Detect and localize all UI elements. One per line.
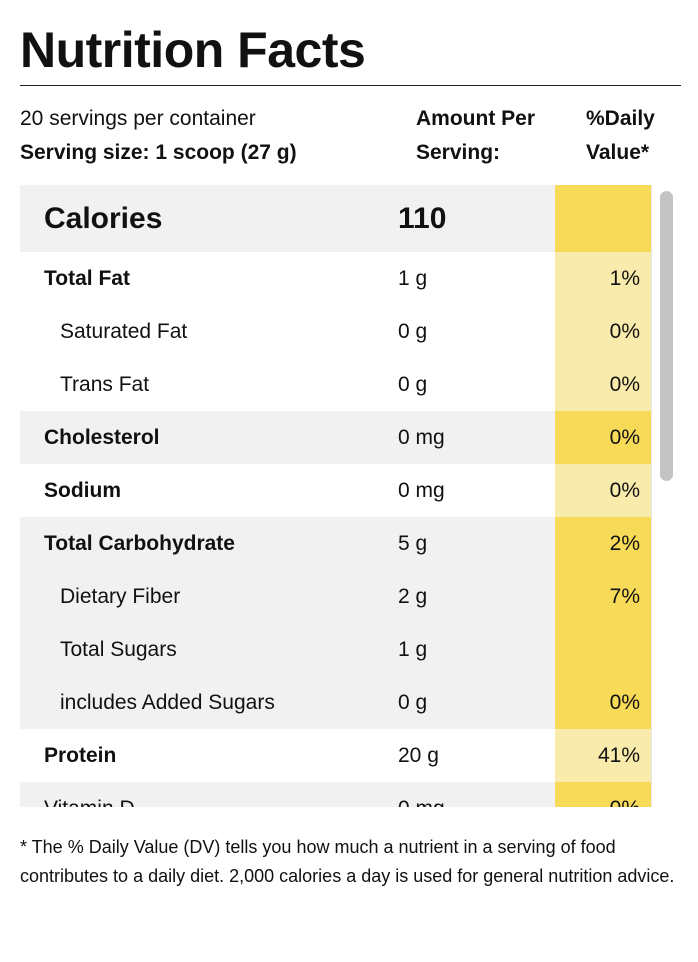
daily-value-footnote: * The % Daily Value (DV) tells you how m… [20,837,675,886]
daily-value-column-header: %Daily Value* [586,102,681,170]
nutrient-name: Vitamin D [44,797,135,808]
nutrient-name: Total Fat [44,266,130,290]
page-title: Nutrition Facts [20,22,366,78]
nutrient-amount: 0 mg [398,478,445,502]
table-row: Protein 20 g 41% [20,729,651,782]
nutrient-name: Total Sugars [60,637,177,661]
calories-value: 110 [398,201,447,235]
amount-column-header: Amount Per Serving: [416,102,556,170]
table-row: Total Carbohydrate 5 g 2% [20,517,651,570]
nutrient-table[interactable]: Calories 110 Total Fat 1 g 1% Saturated … [20,185,681,807]
nutrient-amount: 0 mg [398,425,445,449]
nutrient-amount: 0 g [398,690,428,714]
nutrient-dv: 2% [555,517,651,570]
nutrient-rows: Calories 110 Total Fat 1 g 1% Saturated … [20,185,651,807]
table-row: Sodium 0 mg 0% [20,464,651,517]
nutrient-name: Cholesterol [44,425,160,449]
nutrient-dv: 0% [555,305,651,358]
table-row: includes Added Sugars 0 g 0% [20,676,651,729]
serving-info: 20 servings per container Serving size: … [20,102,297,170]
table-row: Saturated Fat 0 g 0% [20,305,651,358]
nutrient-dv: 0% [555,782,651,807]
nutrient-name: Dietary Fiber [60,584,181,608]
table-row: Trans Fat 0 g 0% [20,358,651,411]
servings-per-container: 20 servings per container [20,107,256,130]
nutrient-amount: 0 g [398,372,428,396]
nutrient-name: Trans Fat [60,372,150,396]
title-divider [20,85,681,86]
nutrient-amount: 1 g [398,266,428,290]
nutrient-dv: 41% [555,729,651,782]
table-row: Total Fat 1 g 1% [20,252,651,305]
nutrient-amount: 20 g [398,743,439,767]
nutrient-dv: 7% [555,570,651,623]
table-row: Vitamin D 0 mg 0% [20,782,651,807]
nutrient-name: includes Added Sugars [60,690,275,714]
nutrient-dv: 1% [555,252,651,305]
nutrient-amount: 0 mg [398,797,445,808]
nutrient-dv: 0% [555,358,651,411]
scrollbar-thumb[interactable] [660,191,673,481]
table-row: Dietary Fiber 2 g 7% [20,570,651,623]
nutrient-amount: 5 g [398,531,428,555]
dv-header-line1: %Daily [586,107,655,130]
calories-dv [555,185,651,252]
nutrient-dv: 0% [555,676,651,729]
dv-header-line2: Value* [586,141,650,164]
calories-row: Calories 110 [20,185,651,252]
table-scrollbar[interactable] [651,185,681,807]
nutrient-amount: 2 g [398,584,428,608]
nutrient-amount: 0 g [398,319,428,343]
nutrient-dv: 0% [555,464,651,517]
calories-label: Calories [44,201,163,235]
nutrient-dv: 0% [555,411,651,464]
table-row: Cholesterol 0 mg 0% [20,411,651,464]
nutrient-name: Protein [44,743,117,767]
nutrient-amount: 1 g [398,637,428,661]
nutrient-dv [555,623,651,676]
nutrient-name: Sodium [44,478,121,502]
amount-header-line2: Serving: [416,141,501,164]
table-row: Total Sugars 1 g [20,623,651,676]
serving-size: Serving size: 1 scoop (27 g) [20,141,297,164]
amount-header-line1: Amount Per [416,107,536,130]
nutrient-name: Saturated Fat [60,319,188,343]
nutrient-name: Total Carbohydrate [44,531,235,555]
